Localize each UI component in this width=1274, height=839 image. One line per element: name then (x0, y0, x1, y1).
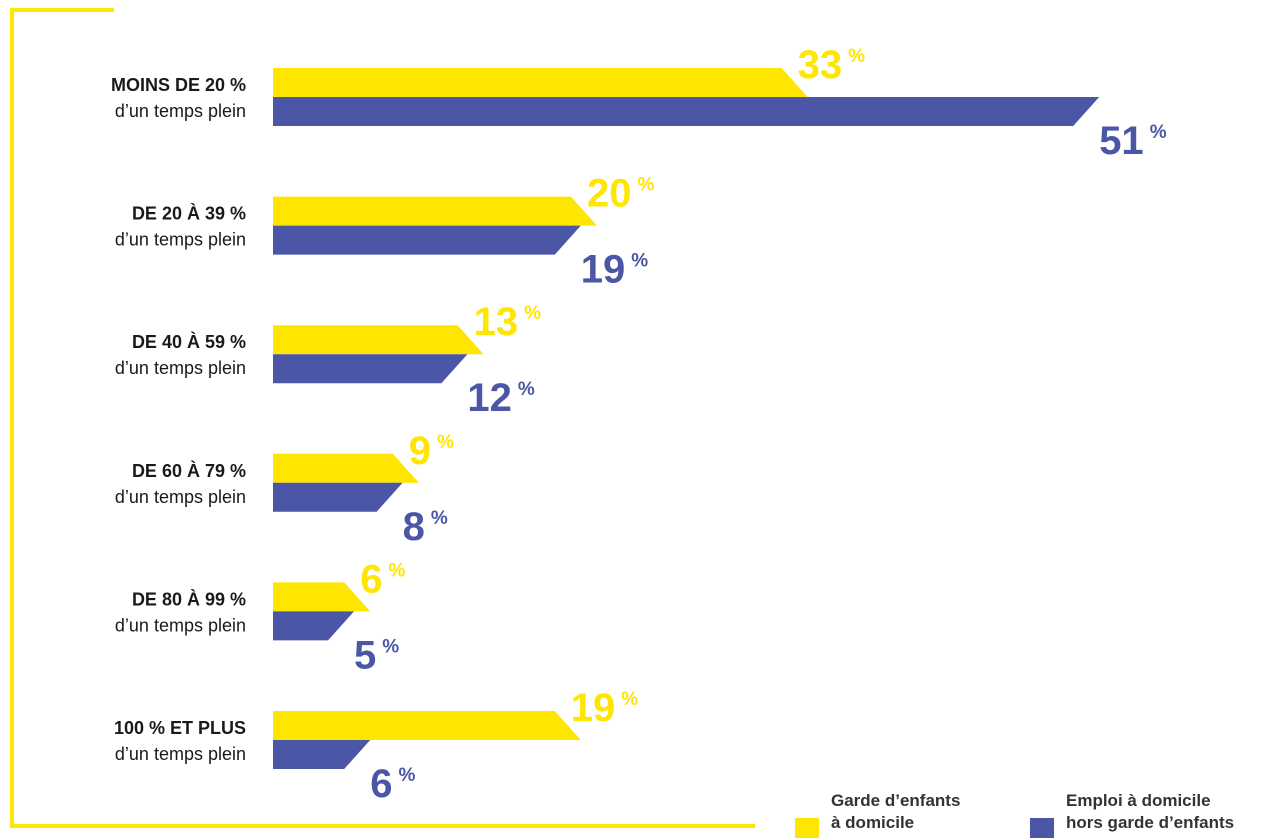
category-sublabel-4: d’un temps plein (115, 615, 246, 635)
category-sublabel-2: d’un temps plein (115, 358, 246, 378)
legend-swatch-series2 (1030, 818, 1054, 838)
value-label-series1-0: 33% (798, 43, 866, 87)
value-label-series1-2: 13% (474, 300, 541, 344)
value-label-series2-5: 6% (370, 762, 415, 806)
value-label-series1-1: 20% (587, 172, 655, 216)
bar-series2-1 (273, 225, 581, 255)
legend-label-series2-line1: Emploi à domicile (1066, 791, 1211, 810)
legend-item-series1: Garde d’enfants à domicile (795, 790, 960, 838)
bar-series1-3 (273, 453, 419, 483)
value-label-series2-0: 51% (1099, 119, 1167, 163)
legend-item-series2: Emploi à domicile hors garde d’enfants (1030, 790, 1234, 838)
legend-label-series1-line1: Garde d’enfants (831, 791, 961, 810)
value-label-series2-4: 5% (354, 633, 399, 677)
bar-series1-1 (273, 196, 597, 226)
category-sublabel-1: d’un temps plein (115, 230, 246, 250)
bar-series2-3 (273, 482, 403, 512)
category-label-1: DE 20 À 39 % (132, 203, 246, 224)
value-label-series2-3: 8% (403, 505, 448, 549)
bar-series2-4 (273, 611, 354, 641)
frame-left-line (10, 8, 14, 828)
value-labels: 33 % 51 % 20 % 19 % 13 % 12 % 9 % 8 % 6 % 5 % 19 % 6% (354, 43, 1167, 806)
bar-series1-0 (273, 68, 808, 97)
value-label-series1-3: 9% (409, 429, 454, 473)
value-label-series2-2: 12% (467, 376, 535, 420)
bars (273, 68, 1100, 769)
bar-series1-4 (273, 582, 371, 612)
category-sublabel-3: d’un temps plein (115, 487, 246, 507)
legend-label-series2-line2: hors garde d’enfants (1066, 813, 1235, 832)
value-label-series1-4: 6% (360, 557, 405, 601)
category-labels: MOINS DE 20 % d’un temps plein DE 20 À 39 … (111, 75, 246, 764)
chart-frame (10, 8, 755, 828)
category-label-3: DE 60 À 79 % (132, 460, 246, 481)
bar-series1-2 (273, 325, 484, 355)
category-sublabel-0: d’un temps plein (115, 101, 246, 121)
category-label-5: 100 % ET PLUS (114, 718, 246, 738)
category-sublabel-5: d’un temps plein (115, 744, 246, 764)
frame-top-line (10, 8, 114, 12)
value-label-series1-5: 19% (571, 686, 639, 730)
bar-series2-5 (273, 740, 371, 769)
category-label-0: MOINS DE 20 % (111, 75, 246, 95)
value-label-series2-1: 19% (581, 248, 649, 292)
bar-series2-2 (273, 354, 468, 384)
bar-series1-5 (273, 711, 581, 740)
legend-swatch-series1 (795, 818, 819, 838)
bar-series2-0 (273, 97, 1100, 126)
frame-bottom-line (10, 824, 755, 828)
legend-label-series1-line2: à domicile (831, 813, 915, 832)
category-label-2: DE 40 À 59 % (132, 331, 246, 352)
category-label-4: DE 80 À 99 % (132, 588, 246, 609)
